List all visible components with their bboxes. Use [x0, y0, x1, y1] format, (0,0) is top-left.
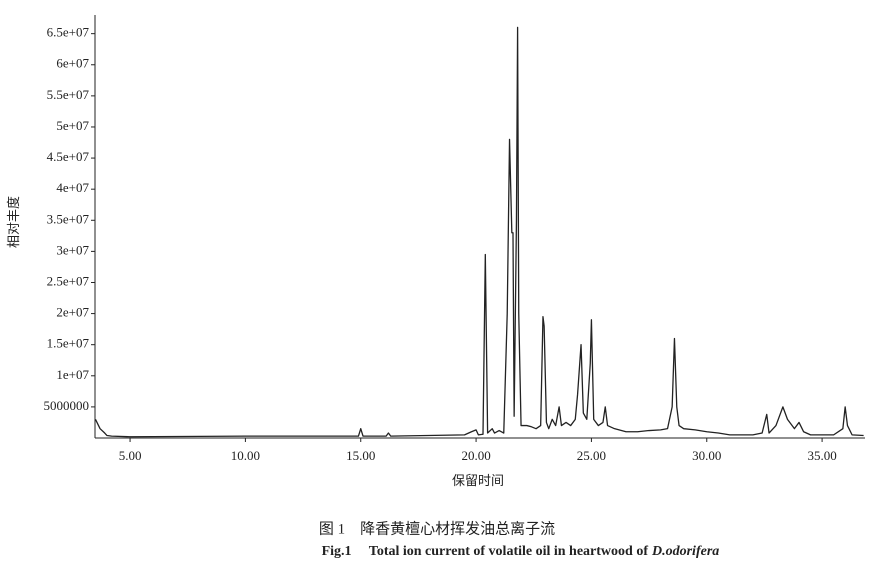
y-tick-label: 3e+07: [56, 242, 89, 257]
y-tick-label: 4e+07: [56, 180, 89, 195]
x-tick-label: 35.00: [807, 448, 836, 463]
y-tick-label: 4.5e+07: [47, 149, 90, 164]
x-tick-label: 10.00: [231, 448, 260, 463]
caption-en: Fig.1 Total ion current of volatile oil …: [322, 544, 649, 559]
x-tick-label: 25.00: [577, 448, 606, 463]
x-tick-label: 5.00: [119, 448, 142, 463]
y-axis-label: 相对丰度: [6, 196, 21, 248]
y-tick-label: 1e+07: [56, 367, 89, 382]
y-tick-label: 6e+07: [56, 56, 89, 71]
x-tick-label: 30.00: [692, 448, 721, 463]
chromatogram-line: [94, 26, 864, 438]
y-tick-label: 5.5e+07: [47, 87, 90, 102]
x-tick-label: 15.00: [346, 448, 375, 463]
caption-species: D.odorifera: [651, 544, 719, 559]
x-tick-label: 20.00: [461, 448, 490, 463]
y-tick-label: 5e+07: [56, 118, 89, 133]
caption-zh: 图 1 降香黄檀心材挥发油总离子流: [319, 519, 555, 537]
y-tick-label: 2e+07: [56, 305, 89, 320]
y-tick-label: 3.5e+07: [47, 211, 90, 226]
y-tick-label: 5000000: [44, 398, 90, 413]
y-tick-label: 2.5e+07: [47, 273, 90, 288]
y-tick-label: 1.5e+07: [47, 336, 90, 351]
y-tick-label: 6.5e+07: [47, 25, 90, 40]
x-axis-label: 保留时间: [452, 473, 504, 488]
